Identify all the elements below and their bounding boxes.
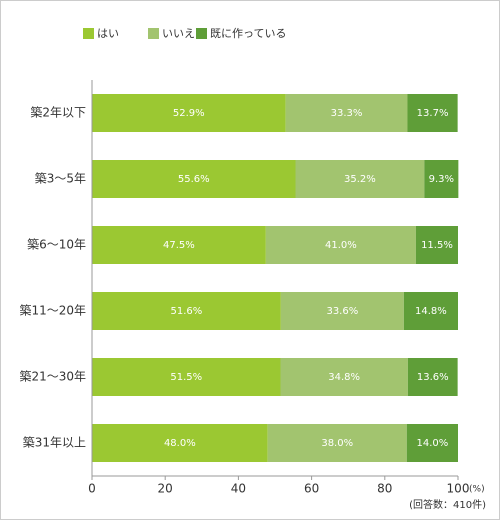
legend-swatch	[148, 28, 159, 39]
bar-segment	[424, 160, 459, 198]
value-label: 51.5%	[170, 372, 202, 383]
y-tick-label: 築2年以下	[30, 105, 86, 120]
bar-segment	[295, 160, 425, 198]
bar-segment	[285, 94, 408, 132]
legend-label: 既に作っている	[210, 27, 286, 40]
x-tick-label: 40	[231, 482, 246, 496]
bar-segment	[407, 358, 458, 396]
bar-segment	[92, 94, 286, 132]
bar-segment	[403, 292, 458, 330]
value-label: 14.0%	[416, 438, 448, 449]
y-tick-label: 築31年以上	[23, 435, 86, 450]
value-label: 11.5%	[421, 240, 453, 251]
y-tick-label: 築11～20年	[19, 303, 86, 318]
x-axis-label: (%)	[469, 485, 485, 495]
note: (回答数：410件)	[409, 498, 486, 511]
x-tick-label: 100	[447, 482, 470, 496]
value-label: 35.2%	[344, 174, 376, 185]
legend-label: はい	[97, 27, 119, 40]
legend-swatch	[83, 28, 94, 39]
x-tick-label: 80	[377, 482, 392, 496]
bar-segment	[92, 160, 296, 198]
bar-segment	[265, 226, 416, 264]
x-tick-label: 60	[304, 482, 319, 496]
value-label: 14.8%	[415, 306, 447, 317]
legend-label: いいえ	[162, 27, 195, 40]
y-tick-label: 築6～10年	[27, 237, 86, 252]
legend: はい いいえ 既に作っている	[83, 27, 286, 40]
value-label: 13.7%	[417, 108, 449, 119]
value-label: 41.0%	[325, 240, 357, 251]
value-label: 48.0%	[164, 438, 196, 449]
bar-segment	[407, 94, 458, 132]
value-label: 51.6%	[171, 306, 203, 317]
value-label: 13.6%	[417, 372, 449, 383]
bar-segment	[406, 424, 458, 462]
value-label: 34.8%	[328, 372, 360, 383]
value-label: 33.3%	[331, 108, 363, 119]
bar-segment	[92, 292, 281, 330]
bar-segment	[267, 424, 407, 462]
bar-segment	[92, 424, 268, 462]
value-label: 9.3%	[429, 174, 454, 185]
bar-segment	[92, 358, 281, 396]
x-tick-label: 20	[158, 482, 173, 496]
value-label: 38.0%	[321, 438, 353, 449]
value-label: 52.9%	[173, 108, 205, 119]
legend-swatch	[196, 28, 207, 39]
value-label: 33.6%	[326, 306, 358, 317]
bar-segment	[280, 292, 404, 330]
value-label: 47.5%	[163, 240, 195, 251]
y-tick-label: 築3～5年	[35, 171, 86, 186]
bar-segment	[92, 226, 266, 264]
bar-segment	[415, 226, 458, 264]
bar-segment	[280, 358, 408, 396]
value-label: 55.6%	[178, 174, 210, 185]
x-tick-label: 0	[88, 482, 96, 496]
y-tick-label: 築21～30年	[19, 369, 86, 384]
